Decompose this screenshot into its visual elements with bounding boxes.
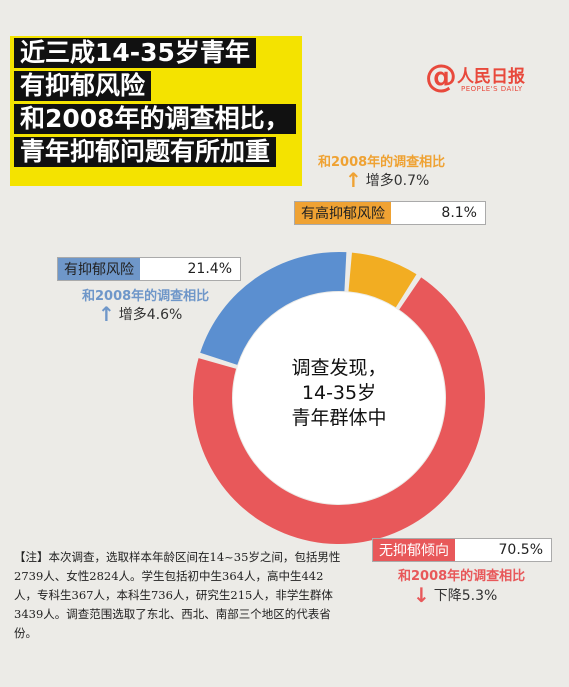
donut-slice-0 [348, 252, 417, 308]
title-line-2: 有抑郁风险 [14, 71, 152, 101]
change-text-risk: 增多4.6% [118, 307, 183, 323]
compare-label-risk: 和2008年的调查相比 [82, 289, 210, 304]
chart-center-text: 调查发现， 14-35岁 青年群体中 [264, 356, 414, 431]
change-text-no-tendency: 下降5.3% [433, 588, 498, 604]
value-no-tendency: 70.5% [498, 542, 543, 558]
category-no-tendency: 无抑郁倾向 [373, 539, 455, 561]
compare-label-no-tendency: 和2008年的调查相比 [398, 569, 526, 584]
legend-label-high-risk: 有高抑郁风险 8.1% [294, 201, 486, 225]
logo-text-cn: 人民日报 [457, 67, 525, 87]
arrow-up-icon: ↑ [98, 302, 115, 326]
center-text-line-1: 调查发现， [291, 357, 387, 379]
change-text-high-risk: 增多0.7% [365, 173, 430, 189]
donut-slice-2 [193, 277, 486, 545]
legend-label-no-tendency: 无抑郁倾向 70.5% [372, 538, 552, 562]
category-risk: 有抑郁风险 [58, 258, 140, 280]
donut-slice-1 [200, 252, 347, 365]
donut-center [233, 292, 445, 504]
survey-note: 【注】本次调查，选取样本年龄区间在14~35岁之间，包括男性2739人、女性28… [14, 550, 341, 640]
change-no-tendency: ↓ 下降5.3% [413, 585, 497, 605]
arrow-down-icon: ↓ [413, 583, 430, 607]
at-icon: @ [425, 57, 457, 95]
legend-label-risk: 有抑郁风险 21.4% [57, 257, 241, 281]
value-risk: 21.4% [187, 261, 232, 277]
arrow-up-icon: ↑ [345, 168, 362, 192]
title-line-3: 和2008年的调查相比， [14, 104, 296, 134]
compare-label-high-risk: 和2008年的调查相比 [318, 155, 446, 170]
logo-text-en: PEOPLE'S DAILY [461, 85, 523, 93]
change-high-risk: ↑ 增多0.7% [345, 170, 429, 190]
center-text-line-3: 青年群体中 [291, 407, 387, 429]
change-risk: ↑ 增多4.6% [98, 304, 182, 324]
title-line-4: 青年抑郁问题有所加重 [14, 137, 277, 167]
value-high-risk: 8.1% [441, 205, 477, 221]
peoples-daily-logo: @ 人民日报 PEOPLE'S DAILY [425, 58, 545, 102]
center-text-line-2: 14-35岁 [301, 382, 377, 404]
title-line-1: 近三成14-35岁青年 [14, 38, 256, 68]
title: 近三成14-35岁青年 有抑郁风险 和2008年的调查相比， 青年抑郁问题有所加… [14, 38, 296, 170]
category-high-risk: 有高抑郁风险 [295, 202, 391, 224]
